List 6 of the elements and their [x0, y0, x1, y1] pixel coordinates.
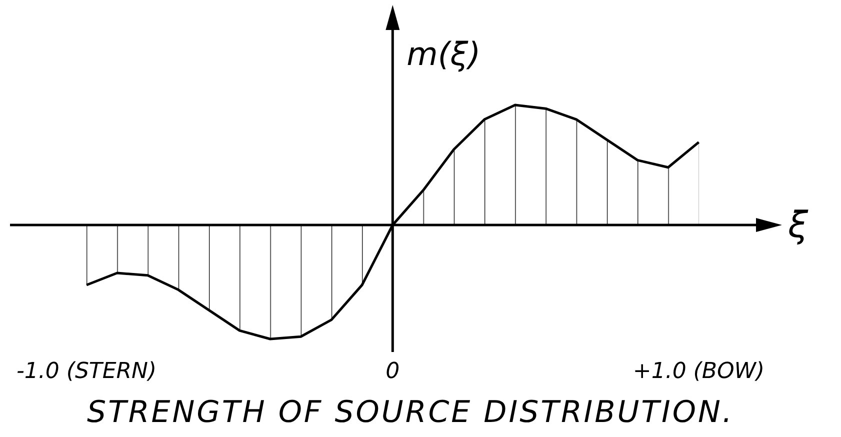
x-tick-label: +1.0 (BOW) [632, 359, 765, 384]
x-tick-label: -1.0 (STERN) [16, 359, 157, 384]
x-tick-label: 0 [386, 359, 400, 384]
y-axis-title: m(ξ) [406, 35, 481, 73]
text: STRENGTH OF SOURCE DISTRIBUTION. [87, 395, 734, 430]
x-axis-title: ξ [787, 205, 809, 246]
